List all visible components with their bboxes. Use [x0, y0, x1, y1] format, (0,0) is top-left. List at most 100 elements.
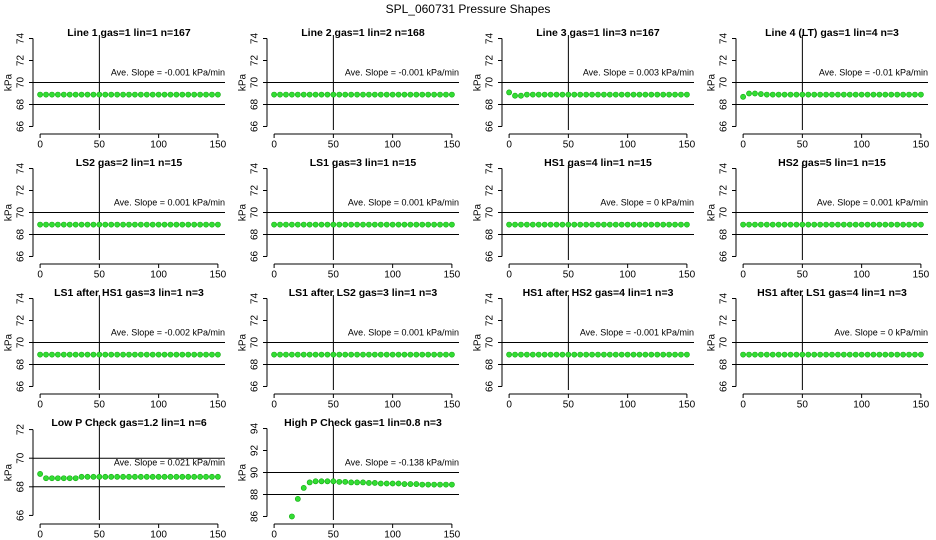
point: [294, 495, 301, 502]
point: [161, 473, 168, 480]
point: [565, 91, 572, 98]
point: [120, 473, 126, 480]
point: [401, 221, 408, 228]
annotation: Ave. Slope = 0 kPa/min: [600, 197, 694, 207]
point: [606, 351, 613, 358]
point: [541, 221, 548, 228]
point: [197, 221, 204, 228]
point: [571, 351, 578, 358]
point: [179, 473, 186, 480]
point: [595, 351, 601, 358]
point: [757, 351, 764, 358]
panel-title: LS1 after HS1 gas=3 lin=1 n=3: [54, 287, 204, 299]
y-tick-label: 68: [250, 228, 261, 240]
point: [636, 351, 643, 358]
point: [108, 91, 115, 98]
point: [407, 481, 414, 487]
point: [360, 351, 366, 358]
point: [37, 221, 44, 228]
y-axis-label: kPa: [238, 73, 249, 91]
point: [294, 91, 301, 98]
point: [90, 221, 97, 228]
point: [312, 221, 319, 228]
annotation: Ave. Slope = -0.002 kPa/min: [111, 327, 225, 337]
point: [54, 221, 61, 228]
panel: HS1 gas=4 lin=1 n=15 66 68 70 72 74 0 50 100 150 k…: [473, 157, 696, 281]
point: [126, 221, 132, 228]
point: [149, 91, 156, 98]
point: [167, 473, 174, 480]
point: [306, 479, 313, 486]
point: [377, 221, 384, 228]
point: [49, 475, 55, 482]
point: [642, 91, 649, 98]
y-tick-label: 68: [485, 358, 496, 370]
point: [155, 221, 162, 228]
x-tick-label: 100: [384, 140, 401, 151]
y-tick-label: 66: [250, 380, 261, 392]
point: [852, 91, 859, 98]
point: [512, 92, 518, 99]
point: [746, 90, 752, 97]
annotation: Ave. Slope = 0.003 kPa/min: [583, 67, 694, 77]
point: [114, 473, 121, 480]
point: [191, 221, 198, 228]
point: [636, 91, 643, 98]
point: [448, 91, 455, 98]
point: [102, 351, 109, 358]
y-tick-label: 74: [719, 293, 730, 305]
point: [78, 351, 85, 358]
point: [775, 221, 782, 228]
x-tick-label: 100: [150, 140, 167, 151]
x-tick-label: 150: [913, 400, 930, 411]
y-tick-label: 72: [719, 55, 730, 67]
y-tick-label: 72: [16, 55, 27, 67]
point: [805, 91, 812, 98]
point: [43, 221, 49, 228]
point: [90, 473, 97, 480]
point: [769, 91, 776, 98]
x-tick-label: 0: [37, 140, 43, 151]
y-axis-label: kPa: [4, 463, 15, 481]
point: [672, 351, 678, 358]
point: [54, 351, 61, 358]
y-tick-label: 74: [719, 163, 730, 175]
point: [437, 91, 443, 98]
point: [383, 91, 390, 98]
point: [197, 351, 204, 358]
point: [179, 91, 186, 98]
point: [752, 90, 758, 97]
x-tick-label: 50: [94, 400, 106, 411]
point: [72, 351, 79, 358]
annotation: Ave. Slope = 0.001 kPa/min: [817, 197, 928, 207]
point: [583, 221, 590, 228]
point: [84, 473, 91, 480]
point: [431, 221, 438, 228]
point: [624, 351, 631, 358]
point: [161, 351, 168, 358]
point: [781, 91, 788, 98]
point: [366, 221, 372, 228]
point: [401, 351, 408, 358]
x-tick-label: 100: [853, 270, 870, 281]
point: [277, 91, 283, 98]
point: [547, 91, 554, 98]
point: [606, 91, 613, 98]
point: [672, 91, 678, 98]
x-tick-label: 50: [94, 530, 106, 540]
y-axis-label: kPa: [4, 203, 15, 221]
point: [595, 221, 601, 228]
y-tick-label: 74: [16, 293, 27, 305]
point: [419, 481, 426, 488]
point: [214, 473, 221, 480]
point: [407, 91, 414, 98]
point: [683, 91, 690, 98]
x-tick-label: 150: [679, 270, 696, 281]
x-tick-label: 50: [797, 400, 809, 411]
annotation: Ave. Slope = 0.021 kPa/min: [114, 457, 225, 467]
x-tick-label: 100: [150, 270, 167, 281]
point: [395, 351, 402, 358]
point: [72, 221, 79, 228]
point: [348, 479, 355, 486]
point: [876, 221, 883, 228]
